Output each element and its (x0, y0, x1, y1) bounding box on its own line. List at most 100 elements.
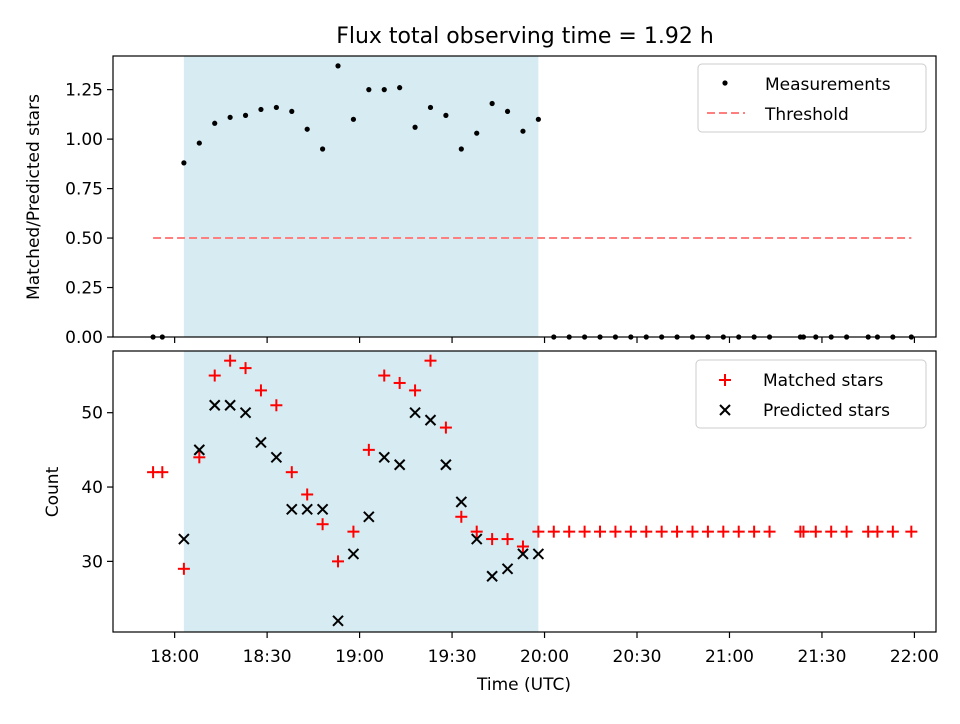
predicted-star-point (347, 548, 360, 560)
matched-star-point (239, 362, 252, 375)
matched-star-point (316, 518, 329, 531)
legend-measurements-label: Measurements (765, 75, 891, 95)
count-xtick-label: 21:00 (705, 647, 754, 667)
count-ytick-label: 40 (81, 478, 103, 498)
measurement-point (443, 112, 449, 118)
matched-star-point (624, 525, 637, 538)
matched-star-point (763, 525, 776, 538)
matched-star-point (717, 525, 730, 538)
matched-star-point (671, 525, 684, 538)
count-xtick-label: 22:00 (890, 647, 939, 667)
ratio-ytick-label: 0.25 (65, 279, 103, 299)
predicted-star-point (440, 459, 452, 471)
chart-title: Flux total observing time = 1.92 h (336, 24, 714, 49)
count-xtick-label: 20:00 (520, 647, 569, 667)
legend-predicted-label: Predicted stars (763, 401, 890, 421)
measurement-point (212, 120, 218, 126)
measurement-point (304, 126, 310, 132)
measurement-point (474, 130, 480, 136)
matched-star-point (409, 384, 422, 397)
measurement-point (227, 114, 233, 120)
measurement-point (520, 128, 526, 134)
predicted-star-point (301, 503, 313, 516)
matched-star-point (701, 525, 714, 538)
matched-star-point (886, 525, 899, 538)
matched-star-point (532, 525, 545, 538)
count-xtick-label: 18:30 (243, 647, 292, 667)
predicted-star-point (409, 406, 421, 419)
ratio-panel-ylabel: Matched/Predicted stars (24, 94, 44, 300)
matched-star-point (655, 525, 668, 538)
predicted-star-point (517, 548, 529, 560)
matched-star-point (732, 525, 745, 538)
count-xtick-label: 20:30 (613, 647, 662, 667)
observing-window-shade (183, 56, 539, 337)
matched-star-point (224, 354, 237, 367)
count-xtick-label: 21:30 (797, 647, 846, 667)
matched-star-point (686, 525, 699, 538)
matched-star-point (809, 525, 822, 538)
ratio-ytick-label: 1.00 (65, 130, 103, 150)
ratio-panel-frame (112, 55, 937, 338)
matched-star-point (285, 466, 298, 479)
predicted-star-point (393, 459, 406, 471)
legend-matched-marker (719, 374, 731, 386)
measurement-point (535, 116, 541, 122)
ratio-ytick-label: 0.50 (65, 229, 103, 249)
matched-star-point (270, 399, 283, 412)
predicted-star-point (239, 406, 252, 419)
matched-star-point (501, 533, 514, 546)
matched-star-point (905, 525, 918, 538)
predicted-star-point (178, 533, 190, 545)
matched-star-point (825, 525, 838, 538)
count-xtick-label: 19:30 (428, 647, 477, 667)
matched-star-point (193, 451, 206, 464)
count-panel-ylabel: Count (43, 466, 63, 517)
predicted-star-point (501, 563, 514, 575)
measurement-point (181, 160, 187, 166)
predicted-star-point (471, 533, 483, 545)
matched-star-point (156, 466, 169, 479)
matched-star-point (439, 421, 452, 434)
measurement-point (242, 112, 249, 118)
ratio-ytick-label: 1.25 (65, 81, 103, 101)
matched-star-point (347, 525, 360, 538)
legend-matched-label: Matched stars (763, 371, 883, 391)
measurement-point (458, 146, 464, 152)
predicted-star-point (224, 399, 236, 411)
count-panel-xlabel: Time (UTC) (476, 675, 571, 695)
ratio-ytick-label: 0.75 (65, 180, 103, 200)
legend-predicted-marker (719, 404, 731, 416)
measurement-point (273, 104, 279, 111)
matched-star-point (797, 525, 810, 538)
ratio-panel: 0.00 0.25 0.50 0.75 1.00 1.25 Matched/Predict… (24, 55, 937, 348)
matched-star-point (563, 525, 576, 538)
matched-star-point (424, 354, 437, 367)
matched-star-point (378, 369, 391, 382)
measurement-point (196, 140, 202, 146)
predicted-star-point (455, 496, 468, 508)
count-ytick-label: 30 (81, 552, 103, 572)
measurement-point (289, 108, 295, 115)
matched-star-point (486, 533, 499, 546)
measurement-point (412, 124, 418, 130)
measurement-point (335, 63, 341, 69)
count-legend: Matched stars Predicted stars (695, 359, 927, 429)
ratio-legend: Measurements Threshold (697, 63, 927, 133)
measurement-point (258, 106, 264, 113)
matched-star-point (208, 369, 221, 382)
count-ytick-label: 50 (81, 404, 103, 424)
observing-window-shade (183, 351, 539, 632)
matched-star-point (301, 488, 314, 501)
matched-star-point (254, 384, 267, 397)
predicted-star-point (363, 511, 375, 523)
matched-star-point (455, 510, 468, 523)
predicted-star-point (332, 615, 344, 627)
predicted-star-point (209, 399, 221, 411)
matched-star-point (578, 525, 591, 538)
predicted-star-point (532, 548, 545, 560)
count-panel-frame (112, 350, 937, 633)
matched-star-point (640, 525, 653, 538)
matched-star-point (516, 540, 529, 553)
